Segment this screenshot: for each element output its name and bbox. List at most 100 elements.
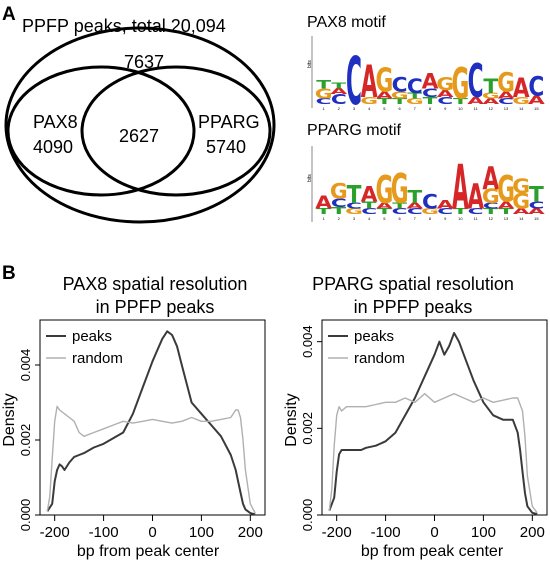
x-tick-label: -200: [40, 524, 70, 541]
logo-letter-c: C: [422, 87, 438, 100]
logo-letter-t: T: [377, 207, 393, 216]
venn-left-ellipse: [6, 65, 196, 197]
venn-overlap-count: 2627: [119, 126, 159, 146]
y-tick-label: 0.004: [18, 349, 33, 382]
logo-position-label: 7: [414, 216, 417, 221]
logo-letter-a: A: [513, 207, 530, 216]
plot-area: -200 -100 0 100 200 0.000 0.002 0.004 peaks rando…: [300, 325, 545, 541]
y-tick-label: 0.002: [300, 412, 315, 445]
logo-position-label: 14: [519, 106, 524, 111]
venn-diagram: PPFP peaks, total 20,094 7637 PAX8 4090 …: [4, 16, 276, 224]
pparg-motif-logo: TA1TCG2GCT3CTA4TAG5CTG6CAT7GC8CA9TA10CA1…: [315, 151, 545, 223]
logo-position-label: 14: [519, 216, 524, 221]
logo-letter-t: T: [407, 91, 423, 100]
logo-position-label: 13: [504, 216, 509, 221]
x-tick-label: 200: [238, 524, 263, 541]
pparg-motif-title: PPARG motif: [307, 122, 402, 139]
logo-letter-a: A: [361, 58, 378, 109]
logo-position-label: 5: [383, 216, 386, 221]
logo-letter-g: G: [391, 165, 409, 212]
logo-letter-t: T: [377, 97, 393, 106]
chart-title-line-1: PAX8 spatial resolution: [63, 274, 248, 294]
logo-letter-g: G: [512, 175, 530, 198]
logo-letter-a: A: [437, 198, 454, 211]
venn-outer-ellipse: [4, 26, 276, 224]
logo-position-label: 6: [398, 106, 401, 111]
logo-position-label: 11: [474, 106, 479, 111]
logo-position-label: 2: [338, 106, 341, 111]
series-line-peaks: [328, 332, 538, 516]
logo-letter-a: A: [452, 151, 469, 223]
logo-letter-c: C: [483, 201, 499, 210]
venn-left-only-count: 4090: [33, 137, 73, 157]
legend-label-peaks: peaks: [72, 328, 112, 345]
pparg-density-chart: PPARG spatial resolution in PPFP peaks -…: [283, 274, 548, 560]
chart-title-line-2: in PPFP peaks: [354, 297, 473, 317]
logo-letter-c: C: [346, 201, 362, 210]
logo-position-label: 8: [429, 106, 432, 111]
venn-right-name: PPARG: [198, 112, 260, 132]
y-tick-label: 0.000: [300, 499, 315, 532]
x-tick-label: 200: [520, 524, 545, 541]
x-tick-label: 0: [148, 524, 156, 541]
logo-letter-a: A: [422, 70, 439, 95]
logo-letter-g: G: [482, 91, 500, 100]
logo-position-label: 3: [353, 106, 356, 111]
pax8-motif-y-label: bits: [307, 60, 313, 68]
logo-letter-a: A: [315, 192, 333, 212]
logo-letter-a: A: [498, 199, 515, 210]
logo-position-label: 5: [383, 106, 386, 111]
y-tick-label: 0.002: [18, 424, 33, 457]
logo-position-label: 1: [322, 106, 325, 111]
pax8-density-chart: PAX8 spatial resolution in PPFP peaks -2…: [1, 274, 266, 560]
logo-letter-g: G: [330, 180, 348, 205]
y-tick-label: 0.004: [300, 325, 315, 358]
logo-letter-t: T: [407, 187, 422, 207]
pparg-motif: PPARG motif bits TA1TCG2GCT3CTA4TAG5CTG6…: [307, 122, 545, 223]
logo-letter-g: G: [497, 169, 515, 212]
logo-letter-a: A: [376, 201, 393, 210]
y-tick-label: 0.000: [18, 499, 33, 532]
logo-letter-c: C: [528, 70, 544, 102]
logo-position-label: 13: [504, 106, 509, 111]
panel-b-label: B: [2, 263, 16, 284]
logo-letter-a: A: [528, 94, 545, 107]
pparg-motif-y-label: bits: [307, 174, 313, 182]
logo-letter-g: G: [360, 95, 378, 106]
logo-letter-g: G: [436, 74, 454, 94]
logo-letter-a: A: [498, 89, 515, 100]
logo-letter-g: G: [512, 190, 530, 215]
logo-letter-a: A: [376, 89, 393, 100]
logo-letter-c: C: [437, 95, 453, 106]
logo-letter-t: T: [331, 205, 347, 216]
pax8-motif-title: PAX8 motif: [307, 14, 386, 31]
plot-area: -200 -100 0 100 200 0.000 0.002 0.004 peaks rando…: [18, 328, 263, 541]
logo-letter-c: C: [437, 207, 453, 216]
logo-position-label: 8: [429, 216, 432, 221]
x-tick-label: -100: [371, 524, 401, 541]
logo-letter-c: C: [331, 92, 347, 108]
logo-position-label: 9: [444, 216, 447, 221]
x-tick-label: -100: [89, 524, 119, 541]
logo-letter-g: G: [482, 185, 500, 208]
logo-position-label: 3: [353, 216, 356, 221]
logo-letter-a: A: [482, 161, 499, 197]
series-line-random: [46, 405, 256, 514]
logo-position-label: 7: [414, 106, 417, 111]
logo-letter-t: T: [392, 97, 408, 106]
logo-letter-t: T: [453, 207, 469, 216]
logo-position-label: 4: [368, 106, 371, 111]
logo-position-label: 10: [458, 216, 463, 221]
logo-letter-g: G: [375, 61, 393, 100]
logo-position-label: 12: [489, 216, 494, 221]
legend-label-peaks: peaks: [354, 328, 394, 345]
logo-letter-t: T: [483, 207, 499, 216]
series-line-peaks: [46, 330, 256, 516]
logo-letter-c: C: [468, 53, 484, 108]
x-axis-label: bp from peak center: [361, 543, 504, 560]
logo-position-label: 6: [398, 216, 401, 221]
logo-letter-c: C: [422, 191, 438, 214]
logo-letter-t: T: [483, 75, 498, 98]
logo-letter-g: G: [451, 59, 469, 108]
logo-letter-a: A: [437, 88, 454, 99]
